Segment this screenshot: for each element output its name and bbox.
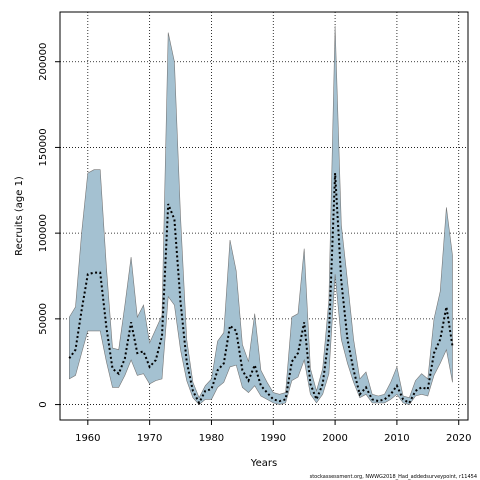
- x-tick-label-2000: 2000: [322, 433, 347, 444]
- x-tick-label-1990: 1990: [261, 433, 286, 444]
- x-tick-label-1960: 1960: [75, 433, 100, 444]
- x-axis-title: Years: [250, 458, 277, 469]
- y-axis: 0 50000 100000 150000 200000: [38, 43, 60, 408]
- confidence-band: [69, 25, 453, 406]
- y-tick-label-50000: 50000: [38, 303, 49, 335]
- recruits-estimate-line: [68, 173, 454, 406]
- source-footnote: stockassessment.org, NWWG2018_Had_addeds…: [310, 474, 477, 480]
- x-axis: 1960 1970 1980 1990 2000 2010 2020: [75, 420, 471, 444]
- x-tick-label-2020: 2020: [446, 433, 471, 444]
- y-tick-label-0: 0: [38, 401, 49, 407]
- y-axis-title: Recruits (age 1): [14, 176, 25, 256]
- y-tick-label-150000: 150000: [38, 128, 49, 166]
- y-tick-label-100000: 100000: [38, 214, 49, 252]
- plot-frame: [59, 11, 469, 421]
- x-tick-label-2010: 2010: [384, 433, 409, 444]
- x-tick-label-1980: 1980: [199, 433, 224, 444]
- x-tick-label-1970: 1970: [137, 433, 162, 444]
- y-tick-label-200000: 200000: [38, 43, 49, 81]
